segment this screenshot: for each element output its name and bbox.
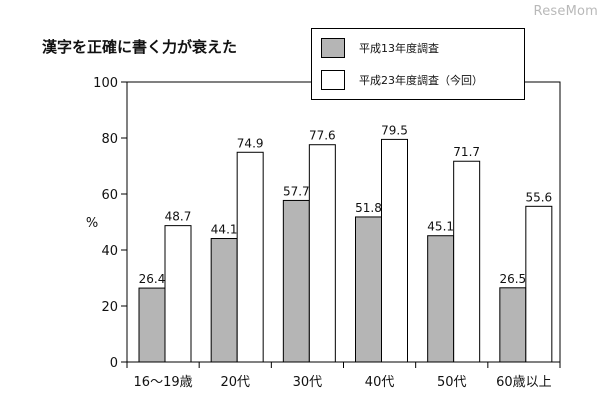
data-label-2011: 48.7	[165, 210, 192, 224]
watermark-logo: ReseMom	[533, 4, 598, 19]
bar-2011	[308, 144, 336, 363]
bar-2011	[164, 225, 192, 363]
y-tick-label: 40	[101, 244, 118, 259]
x-tick-label: 20代	[220, 375, 250, 390]
legend-label-2001: 平成13年度調査	[359, 42, 439, 55]
legend-item-2001: 平成13年度調査	[321, 37, 439, 59]
bar-2011	[525, 205, 553, 363]
x-tick-label: 60歳以上	[496, 375, 552, 390]
x-tick-label: 30代	[293, 375, 323, 390]
bar-2001	[138, 287, 166, 363]
y-tick-label: 60	[101, 188, 118, 203]
x-tick-label: 16～19歳	[134, 375, 193, 390]
data-label-2011: 55.6	[525, 190, 552, 204]
y-tick-label: 20	[101, 300, 118, 315]
chart-legend: 平成13年度調査 平成23年度調査（今回）	[311, 28, 525, 100]
data-label-2001: 26.4	[139, 272, 166, 286]
legend-swatch-2011	[321, 70, 345, 90]
legend-label-2011: 平成23年度調査（今回）	[359, 74, 483, 87]
bar-2001	[499, 287, 527, 363]
data-label-2011: 77.6	[309, 129, 336, 143]
bar-2011	[381, 138, 408, 363]
bar-2001	[282, 199, 310, 363]
data-label-2001: 57.7	[283, 184, 310, 198]
x-tick-label: 40代	[365, 375, 395, 390]
bar-2011	[236, 151, 264, 363]
data-label-2001: 45.1	[427, 220, 454, 234]
chart-title: 漢字を正確に書く力が衰えた	[42, 38, 238, 56]
plot-area-frame	[126, 81, 561, 363]
y-tick-label: 80	[101, 132, 118, 147]
data-label-2011: 71.7	[453, 145, 480, 159]
data-label-2011: 74.9	[237, 136, 264, 150]
x-tick-label: 50代	[437, 375, 467, 390]
data-label-2001: 51.8	[355, 201, 382, 215]
data-label-2001: 44.1	[211, 223, 238, 237]
data-label-2001: 26.5	[499, 272, 526, 286]
bar-2011	[453, 160, 481, 363]
y-tick-label: 0	[110, 356, 118, 371]
y-axis-label: %	[86, 216, 98, 231]
bar-2001	[210, 238, 238, 363]
legend-item-2011: 平成23年度調査（今回）	[321, 69, 483, 91]
data-label-2011: 79.5	[381, 123, 408, 137]
bar-2001	[355, 216, 382, 363]
legend-swatch-2001	[321, 38, 345, 58]
bar-2001	[427, 235, 455, 363]
y-tick-label: 100	[93, 76, 118, 91]
